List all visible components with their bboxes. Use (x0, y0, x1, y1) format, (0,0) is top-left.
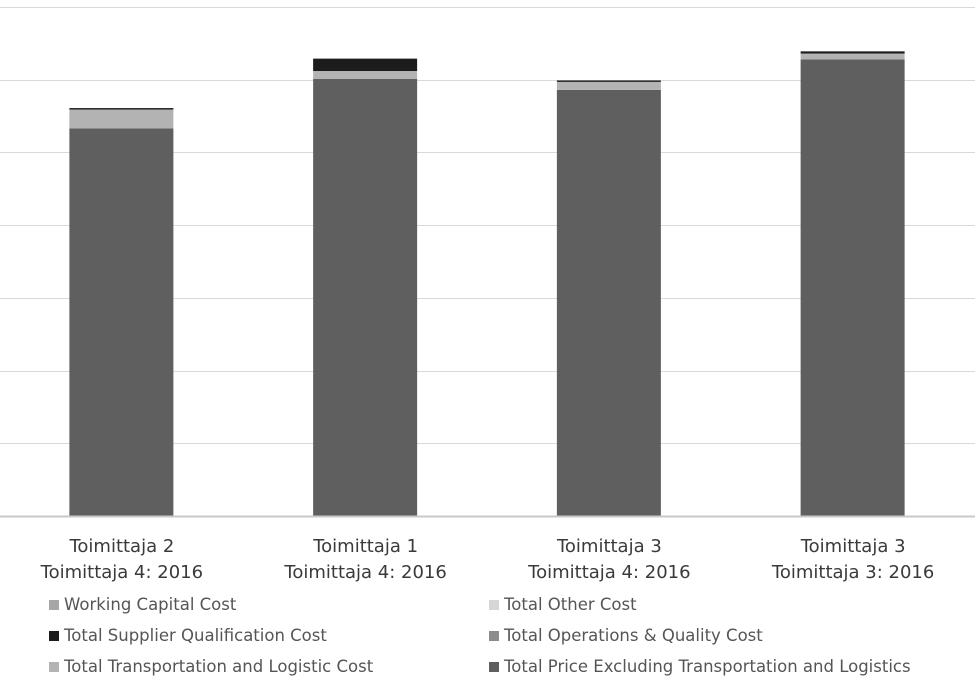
legend-swatch (49, 630, 59, 641)
legend: Working Capital Cost Total Other Cost Tota… (0, 592, 975, 683)
x-tick-label: Toimittaja 3 (800, 536, 906, 557)
bar-segment-2-5 (313, 58, 418, 71)
bar-segment-3-3 (556, 81, 661, 90)
legend-label: Total Price Excluding Transportation and… (504, 657, 911, 676)
x-tick-label: Toimittaja 1 (312, 536, 418, 557)
stacked-bar-chart: Toimittaja 2 Toimittaja 4: 2016 Toimittaja… (0, 7, 975, 583)
x-tick-labels: Toimittaja 2 Toimittaja 4: 2016 Toimittaja… (40, 536, 935, 583)
legend-item: Total Price Excluding Transportation and… (489, 657, 911, 676)
bar-segment-4-3 (800, 53, 905, 60)
legend-item: Total Transportation and Logistic Cost (49, 657, 373, 676)
legend-label: Total Supplier Qualification Cost (64, 626, 327, 645)
legend-swatch (489, 661, 499, 672)
legend-swatch (49, 599, 59, 610)
legend-swatch (489, 599, 499, 610)
legend-item: Total Other Cost (489, 595, 637, 614)
bar-segment-3-5 (556, 80, 661, 82)
legend-label: Total Other Cost (504, 595, 637, 614)
bar-segment-1-3 (69, 109, 174, 129)
bar-segment-3-1 (556, 89, 661, 516)
x-tick-label: Toimittaja 3: 2016 (771, 562, 934, 583)
bar-segment-1-1 (69, 128, 174, 516)
legend-swatch (489, 630, 499, 641)
x-tick-label: Toimittaja 4: 2016 (40, 562, 203, 583)
x-tick-label: Toimittaja 4: 2016 (527, 562, 690, 583)
legend-swatch (49, 661, 59, 672)
bar-segment-2-3 (313, 70, 418, 79)
bar-segment-1-5 (69, 108, 174, 110)
legend-label: Working Capital Cost (64, 595, 237, 614)
x-tick-label: Toimittaja 2 (68, 536, 174, 557)
bars (69, 51, 905, 517)
bar-segment-2-1 (313, 78, 418, 516)
x-tick-label: Toimittaja 3 (556, 536, 662, 557)
x-tick-label: Toimittaja 4: 2016 (283, 562, 446, 583)
legend-item: Working Capital Cost (49, 595, 236, 614)
legend-item: Total Supplier Qualification Cost (49, 626, 327, 645)
bar-segment-4-1 (800, 59, 905, 517)
legend-label: Total Transportation and Logistic Cost (64, 657, 374, 676)
bar-segment-4-5 (800, 51, 905, 54)
legend-label: Total Operations & Quality Cost (504, 626, 763, 645)
legend-item: Total Operations & Quality Cost (489, 626, 763, 645)
